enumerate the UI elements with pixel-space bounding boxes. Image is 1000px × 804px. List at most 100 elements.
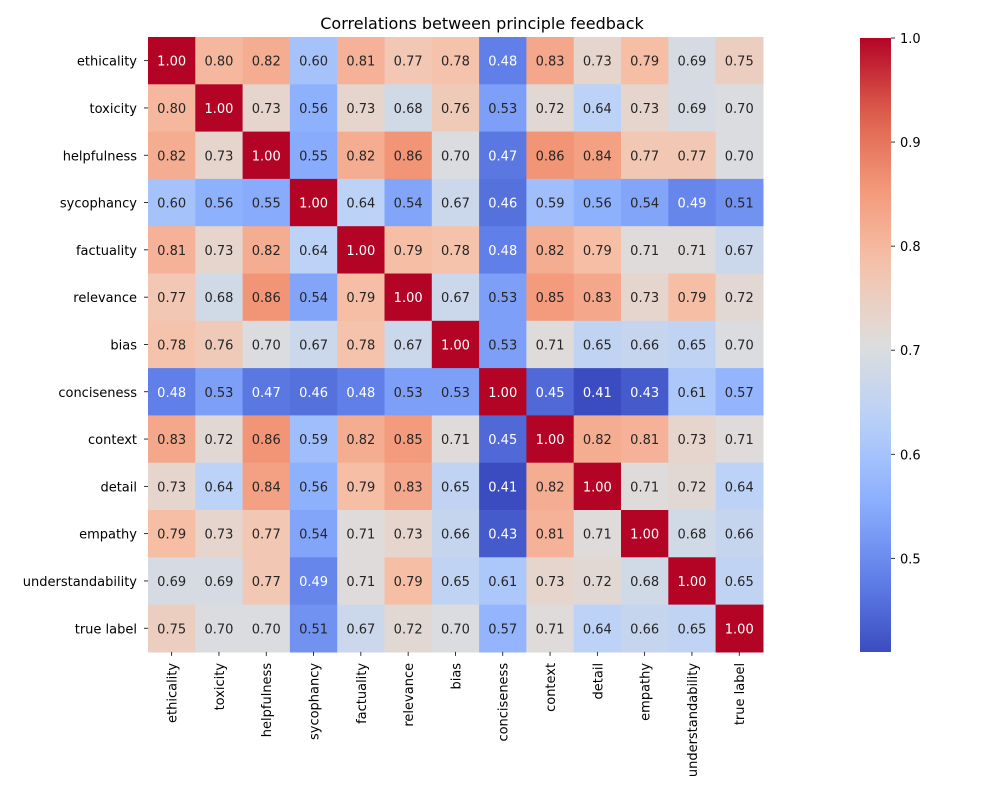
cell-value-label-0-3: 0.60 <box>299 55 328 70</box>
cell-value-label-11-4: 0.71 <box>346 575 375 590</box>
heatmap-cell-12-10 <box>621 604 669 653</box>
cell-value-label-2-1: 0.73 <box>204 149 233 164</box>
cell-value-label-0-2: 0.82 <box>252 55 281 70</box>
cell-value-label-7-6: 0.53 <box>441 386 470 401</box>
heatmap-cell-8-10 <box>621 415 669 464</box>
cell-value-label-8-4: 0.82 <box>346 433 375 448</box>
cell-value-label-8-10: 0.81 <box>630 433 659 448</box>
heatmap-cell-1-4 <box>337 84 386 133</box>
colorbar-tick-label-4: 0.9 <box>900 136 921 151</box>
x-tick-label-9: detail <box>591 663 606 700</box>
cell-value-label-7-2: 0.47 <box>252 386 281 401</box>
heatmap-cell-4-4 <box>337 226 386 275</box>
cell-value-label-3-9: 0.56 <box>583 197 612 212</box>
cell-value-label-8-0: 0.83 <box>157 433 186 448</box>
heatmap-cell-6-7 <box>479 320 527 369</box>
heatmap-cell-7-2 <box>242 368 291 416</box>
cell-value-label-9-0: 0.73 <box>157 480 186 495</box>
cell-value-label-0-5: 0.77 <box>394 55 423 70</box>
cell-value-label-11-5: 0.79 <box>394 575 423 590</box>
heatmap-cell-5-8 <box>526 273 575 322</box>
cell-value-label-11-12: 0.65 <box>725 575 754 590</box>
cell-value-label-11-2: 0.77 <box>252 575 281 590</box>
cell-value-label-12-4: 0.67 <box>346 622 375 637</box>
cell-value-label-6-7: 0.53 <box>488 338 517 353</box>
heatmap-cell-6-6 <box>431 320 480 369</box>
heatmap-cell-10-0 <box>148 510 196 558</box>
cell-value-label-4-3: 0.64 <box>299 244 328 259</box>
heatmap-cell-12-4 <box>337 604 386 653</box>
colorbar-tick-label-1: 0.6 <box>900 448 921 463</box>
chart-title: Correlations between principle feedback <box>320 14 644 33</box>
cell-value-label-3-12: 0.51 <box>725 197 754 212</box>
heatmap-cell-12-9 <box>573 604 622 653</box>
cell-value-label-3-8: 0.59 <box>536 197 565 212</box>
heatmap-cell-5-1 <box>195 273 244 322</box>
cell-value-label-5-11: 0.79 <box>677 291 706 306</box>
cell-value-label-6-12: 0.70 <box>725 338 754 353</box>
cell-value-label-5-8: 0.85 <box>536 291 565 306</box>
cell-value-label-5-3: 0.54 <box>299 291 328 306</box>
heatmap-cell-7-1 <box>195 368 244 416</box>
heatmap-cell-10-2 <box>242 510 291 558</box>
cell-value-label-9-3: 0.56 <box>299 480 328 495</box>
cell-value-label-9-6: 0.65 <box>441 480 470 495</box>
heatmap-cell-6-12 <box>715 320 764 369</box>
cell-value-label-3-6: 0.67 <box>441 197 470 212</box>
y-tick-label-0: ethicality <box>77 55 137 70</box>
cell-value-label-4-9: 0.79 <box>583 244 612 259</box>
heatmap-cell-4-12 <box>715 226 764 275</box>
cell-value-label-11-9: 0.72 <box>583 575 612 590</box>
cell-value-label-11-8: 0.73 <box>536 575 565 590</box>
heatmap-cell-3-12 <box>715 178 764 227</box>
cell-value-label-10-10: 1.00 <box>630 528 659 543</box>
cell-value-label-1-5: 0.68 <box>394 102 423 117</box>
cell-value-label-2-2: 1.00 <box>252 149 281 164</box>
heatmap-cell-4-5 <box>384 226 433 275</box>
cell-value-label-1-0: 0.80 <box>157 102 186 117</box>
x-tick-label-2: helpfulness <box>260 663 275 738</box>
heatmap-cell-11-3 <box>289 557 338 606</box>
heatmap-cell-11-0 <box>148 557 196 606</box>
cell-value-label-5-5: 1.00 <box>394 291 423 306</box>
cell-value-label-2-12: 0.70 <box>725 149 754 164</box>
y-tick-label-9: detail <box>100 480 137 495</box>
cell-value-label-0-7: 0.48 <box>488 55 517 70</box>
heatmap-cell-7-10 <box>621 368 669 416</box>
cell-value-label-2-8: 0.86 <box>536 149 565 164</box>
cell-value-label-0-9: 0.73 <box>583 55 612 70</box>
heatmap-cell-2-9 <box>573 131 622 180</box>
heatmap-cell-8-3 <box>289 415 338 464</box>
heatmap-cell-9-11 <box>668 462 717 511</box>
cell-value-label-6-9: 0.65 <box>583 338 612 353</box>
heatmap-cell-0-11 <box>668 37 717 85</box>
heatmap-cell-7-9 <box>573 368 622 416</box>
cell-value-label-1-2: 0.73 <box>252 102 281 117</box>
y-tick-label-5: relevance <box>73 291 137 306</box>
heatmap-cell-1-7 <box>479 84 527 133</box>
cell-value-label-1-7: 0.53 <box>488 102 517 117</box>
cell-value-label-9-2: 0.84 <box>252 480 281 495</box>
cell-value-label-4-2: 0.82 <box>252 244 281 259</box>
heatmap-cell-8-8 <box>526 415 575 464</box>
cell-value-label-2-3: 0.55 <box>299 149 328 164</box>
heatmap-cell-8-12 <box>715 415 764 464</box>
heatmap-cell-10-12 <box>715 510 764 558</box>
cell-value-label-10-9: 0.71 <box>583 528 612 543</box>
cell-value-label-11-11: 1.00 <box>677 575 706 590</box>
cell-value-label-12-6: 0.70 <box>441 622 470 637</box>
heatmap-cell-3-0 <box>148 178 196 227</box>
cell-value-label-12-8: 0.71 <box>536 622 565 637</box>
heatmap-cell-4-7 <box>479 226 527 275</box>
cell-value-label-12-7: 0.57 <box>488 622 517 637</box>
heatmap-cell-12-2 <box>242 604 291 653</box>
cell-value-label-1-1: 1.00 <box>204 102 233 117</box>
cell-value-label-12-2: 0.70 <box>252 622 281 637</box>
cell-value-label-8-6: 0.71 <box>441 433 470 448</box>
x-tick-label-11: understandability <box>686 663 701 778</box>
cell-value-label-7-9: 0.41 <box>583 386 612 401</box>
heatmap-cell-1-1 <box>195 84 244 133</box>
heatmap-cell-0-9 <box>573 37 622 85</box>
heatmap-cell-5-2 <box>242 273 291 322</box>
y-tick-label-12: true label <box>75 622 137 637</box>
